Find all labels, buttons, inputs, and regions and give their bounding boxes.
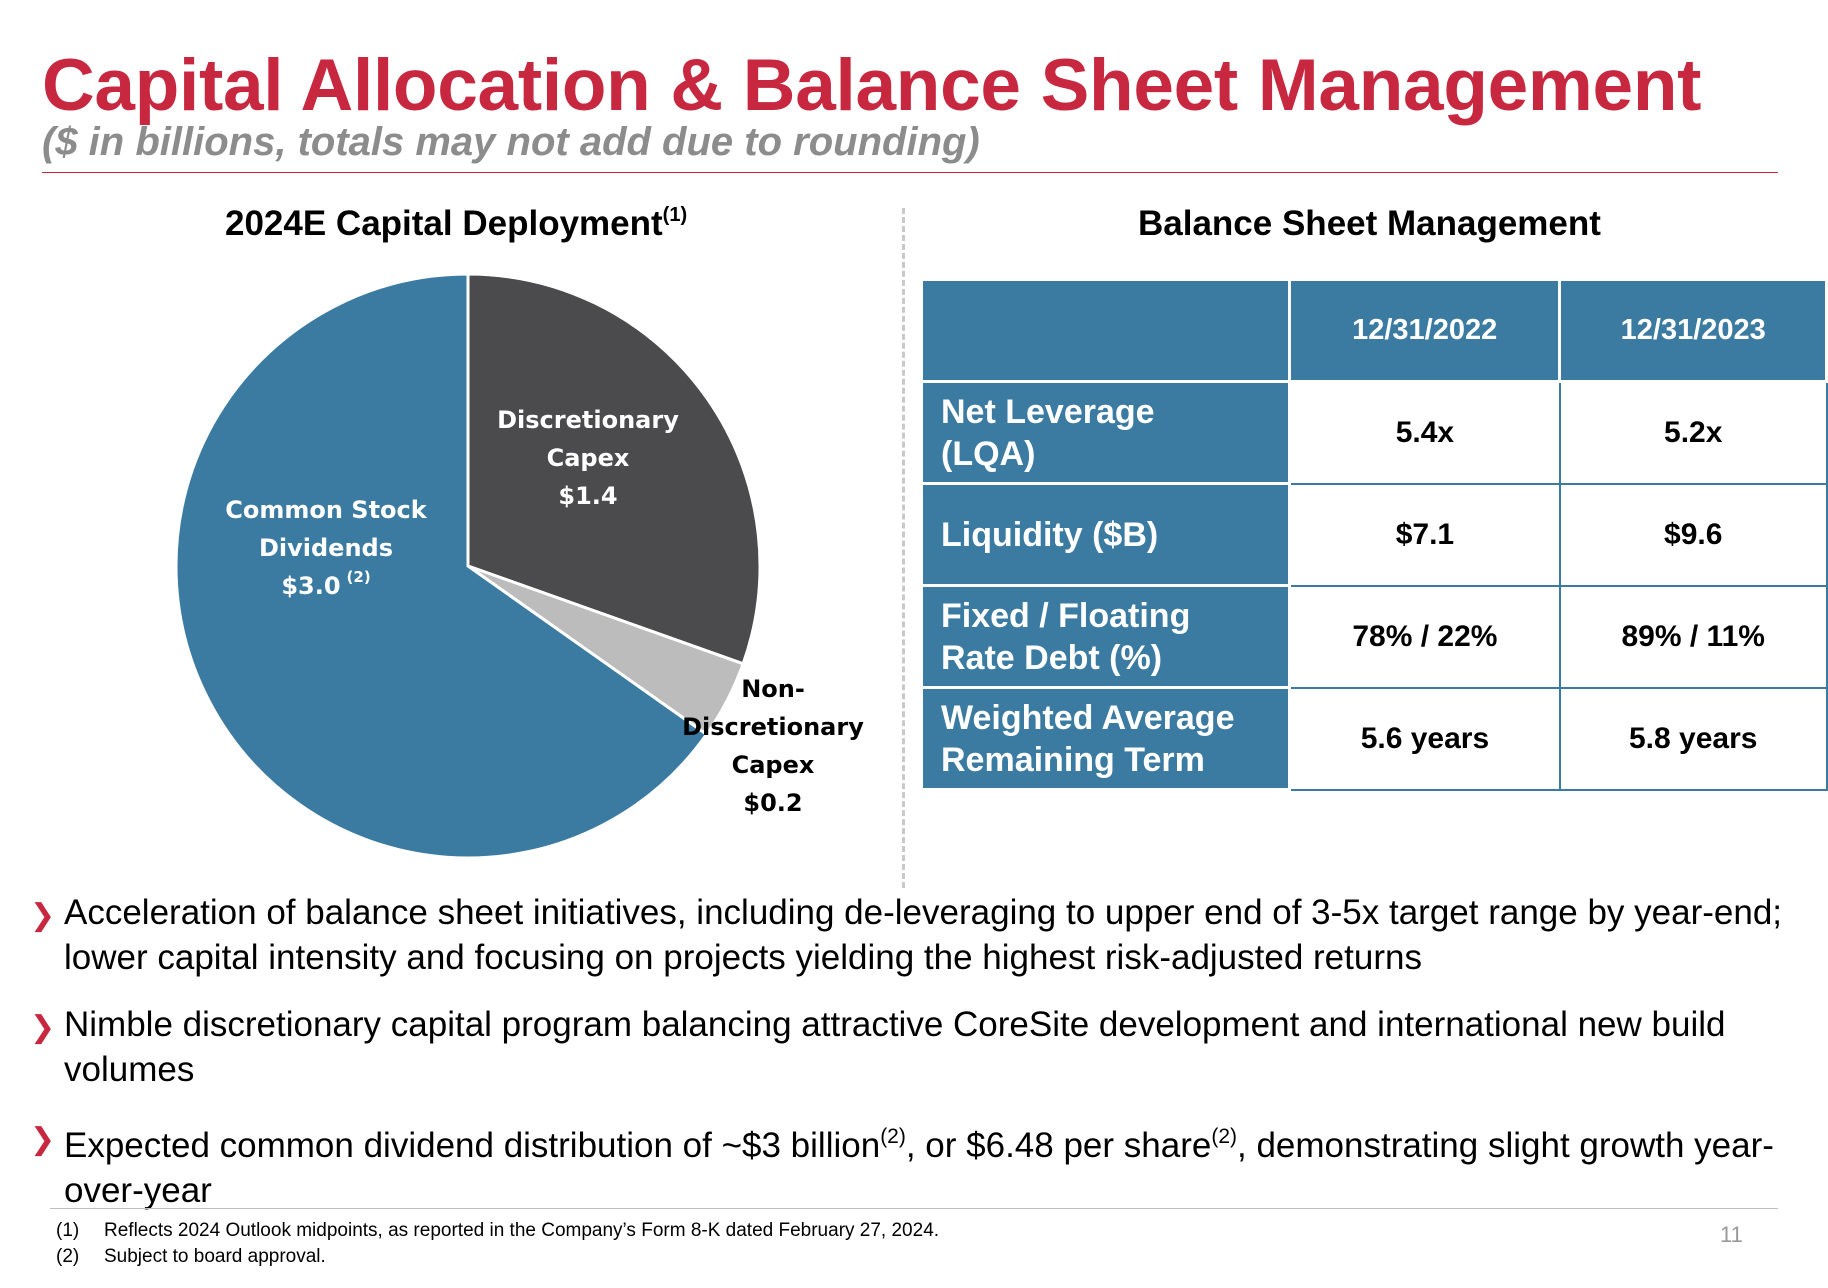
- balance-sheet-table: 12/31/2022 12/31/2023 Net Leverage (LQA)…: [920, 278, 1828, 791]
- row-label-remaining-term: Weighted Average Remaining Term: [920, 686, 1291, 791]
- page-subtitle: ($ in billions, totals may not add due t…: [42, 120, 980, 164]
- bullet-text: Acceleration of balance sheet initiative…: [64, 893, 1783, 977]
- bullet-footnote-ref: (2): [1211, 1125, 1237, 1148]
- table-row-net-leverage: Net Leverage (LQA) 5.4x 5.2x: [920, 380, 1828, 485]
- pie-label-line: Capex: [732, 751, 815, 779]
- row-label-line: Net Leverage: [941, 392, 1155, 431]
- value-net-leverage-2023: 5.2x: [1558, 380, 1828, 485]
- bullet-text: Expected common dividend distribution of…: [64, 1114, 1790, 1213]
- table-header-row: 12/31/2022 12/31/2023: [920, 278, 1828, 383]
- footnote-number: (1): [56, 1220, 80, 1241]
- footnote-1: (1) Reflects 2024 Outlook midpoints, as r…: [56, 1218, 939, 1244]
- pie-value-footnote: (2): [347, 568, 371, 586]
- bullet-footnote-ref: (2): [880, 1125, 906, 1148]
- pie-label-line: Non-: [741, 675, 805, 703]
- value-liquidity-2022: $7.1: [1288, 482, 1561, 587]
- row-label-net-leverage: Net Leverage (LQA): [920, 380, 1291, 485]
- pie-value-label: $0.2: [743, 789, 802, 817]
- pie-label-line: Common Stock: [225, 496, 428, 524]
- footnote-text: Subject to board approval.: [104, 1246, 326, 1267]
- bullet-item: ❯ Acceleration of balance sheet initiati…: [30, 890, 1790, 980]
- row-label-line: (LQA): [941, 434, 1036, 473]
- chevron-right-icon: ❯: [30, 898, 56, 933]
- pie-label-discretionary-capex: Discretionary Capex $1.4: [497, 406, 679, 510]
- pie-chart-title-text: 2024E Capital Deployment: [225, 204, 663, 243]
- pie-value-label: $3.0 (2): [281, 568, 370, 600]
- table-row-liquidity: Liquidity ($B) $7.1 $9.6: [920, 482, 1828, 587]
- pie-slice-common-stock-dividends: [174, 272, 709, 860]
- value-remaining-term-2022: 5.6 years: [1288, 686, 1561, 791]
- pie-label-non-discretionary-capex: Non- Discretionary Capex $0.2: [682, 675, 864, 817]
- pie-label-line: Discretionary: [682, 713, 864, 741]
- pie-chart-title: 2024E Capital Deployment(1): [225, 204, 687, 244]
- row-label-line: Liquidity ($B): [941, 515, 1159, 554]
- pie-chart-title-footnote: (1): [662, 204, 688, 226]
- chevron-right-icon: ❯: [30, 1010, 56, 1045]
- table-row-fixed-floating: Fixed / Floating Rate Debt (%) 78% / 22%…: [920, 584, 1828, 689]
- bullet-text-part: , or $6.48 per share: [905, 1126, 1212, 1165]
- table-row-remaining-term: Weighted Average Remaining Term 5.6 year…: [920, 686, 1828, 791]
- footnotes: (1) Reflects 2024 Outlook midpoints, as r…: [56, 1218, 939, 1270]
- row-label-line: Weighted Average: [941, 698, 1235, 737]
- pie-chart: Discretionary Capex $1.4 Non- Discretionary C…: [174, 272, 864, 860]
- row-label-liquidity: Liquidity ($B): [920, 482, 1291, 587]
- bullet-text: Nimble discretionary capital program bal…: [64, 1005, 1726, 1089]
- row-label-line: Rate Debt (%): [941, 638, 1163, 677]
- bullet-text-part: Expected common dividend distribution of…: [64, 1126, 881, 1165]
- bullet-text-part: , demonstrating slight growth year-over-…: [64, 1126, 1774, 1210]
- table-header-2023: 12/31/2023: [1558, 278, 1828, 383]
- page-title: Capital Allocation & Balance Sheet Manag…: [42, 45, 1702, 126]
- value-net-leverage-2022: 5.4x: [1288, 380, 1561, 485]
- pie-slice-discretionary-capex: [466, 272, 762, 666]
- table-header-blank: [920, 278, 1291, 383]
- pie-label-line: Discretionary: [497, 406, 679, 434]
- section-divider: [902, 208, 905, 888]
- chevron-right-icon: ❯: [30, 1122, 56, 1157]
- value-liquidity-2023: $9.6: [1558, 482, 1828, 587]
- value-fixed-floating-2023: 89% / 11%: [1558, 584, 1828, 689]
- page-number: 11: [1720, 1222, 1743, 1247]
- balance-sheet-title: Balance Sheet Management: [1138, 204, 1601, 243]
- footnote-2: (2) Subject to board approval.: [56, 1244, 939, 1270]
- bullet-item: ❯ Expected common dividend distribution …: [30, 1114, 1790, 1213]
- pie-label-line: Dividends: [259, 534, 393, 562]
- title-rule: [42, 172, 1778, 173]
- bullet-list: ❯ Acceleration of balance sheet initiati…: [30, 890, 1790, 1235]
- value-fixed-floating-2022: 78% / 22%: [1288, 584, 1561, 689]
- footnote-number: (2): [56, 1246, 80, 1267]
- value-remaining-term-2023: 5.8 years: [1558, 686, 1828, 791]
- footer-rule: [50, 1208, 1778, 1209]
- table-header-2022: 12/31/2022: [1287, 278, 1562, 383]
- row-label-line: Remaining Term: [941, 740, 1205, 779]
- bullet-item: ❯ Nimble discretionary capital program b…: [30, 1002, 1790, 1092]
- row-label-line: Fixed / Floating: [941, 596, 1191, 635]
- pie-label-common-stock-dividends: Common Stock Dividends $3.0 (2): [225, 496, 428, 600]
- footnote-text: Reflects 2024 Outlook midpoints, as repo…: [104, 1220, 940, 1241]
- row-label-fixed-floating: Fixed / Floating Rate Debt (%): [920, 584, 1291, 689]
- pie-value-label: $1.4: [558, 482, 617, 510]
- pie-label-line: Capex: [547, 444, 630, 472]
